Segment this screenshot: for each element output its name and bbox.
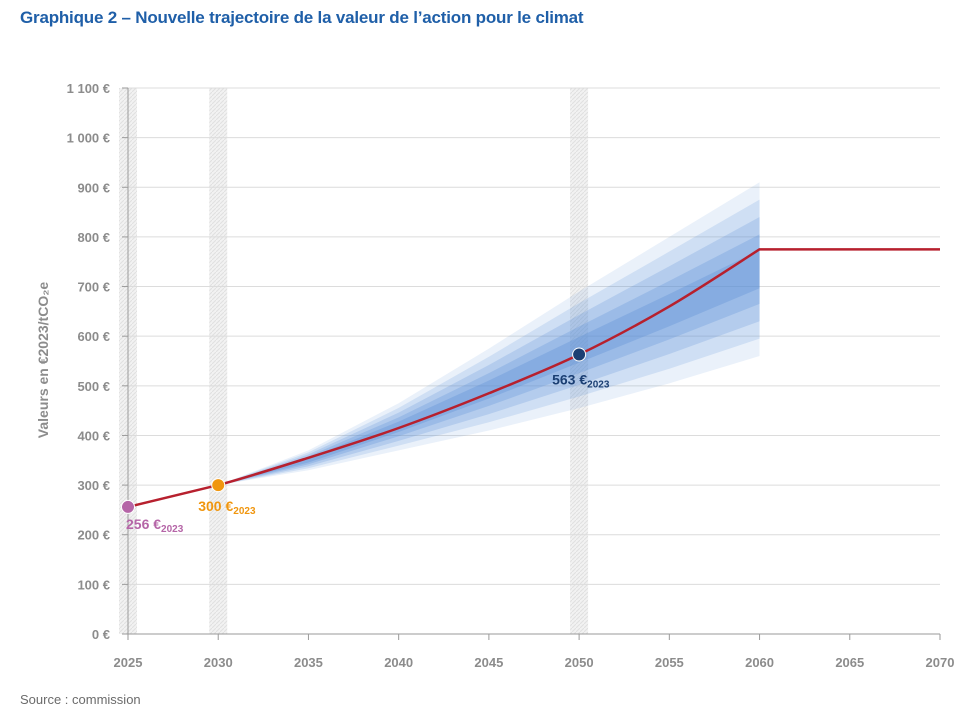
y-tick-label: 600 € [77,329,110,344]
uncertainty-band [218,182,760,486]
highlight-band-2030 [209,88,228,634]
y-tick-label: 900 € [77,180,110,195]
y-tick-label: 1 100 € [67,81,110,96]
x-tick-label: 2035 [294,655,323,670]
y-tick-label: 200 € [77,528,110,543]
y-tick-label: 800 € [77,230,110,245]
x-tick-label: 2060 [745,655,774,670]
source-note: Source : commission [20,692,141,707]
y-tick-label: 700 € [77,280,110,295]
x-tick-label: 2040 [384,655,413,670]
uncertainty-band [218,199,760,486]
x-tick-label: 2030 [204,655,233,670]
x-tick-label: 2055 [655,655,684,670]
y-tick-label: 0 € [92,627,110,642]
y-axis-label: Valeurs en €2023/tCO₂e [35,282,51,439]
chart-title: Graphique 2 – Nouvelle trajectoire de la… [20,8,584,27]
trajectory-line [127,248,940,509]
data-point-2030 [211,478,226,493]
data-point-2050 [572,347,587,362]
y-tick-label: 1 000 € [67,131,110,146]
y-tick-label: 300 € [77,478,110,493]
x-tick-label: 2065 [835,655,864,670]
x-tick-label: 2070 [926,655,955,670]
y-tick-label: 500 € [77,379,110,394]
uncertainty-band [218,217,760,486]
x-tick-label: 2050 [565,655,594,670]
x-tick-label: 2045 [474,655,503,670]
y-tick-label: 400 € [77,428,110,443]
data-point-2025 [121,499,135,514]
x-tick-label: 2025 [114,655,143,670]
y-tick-label: 100 € [77,577,110,592]
